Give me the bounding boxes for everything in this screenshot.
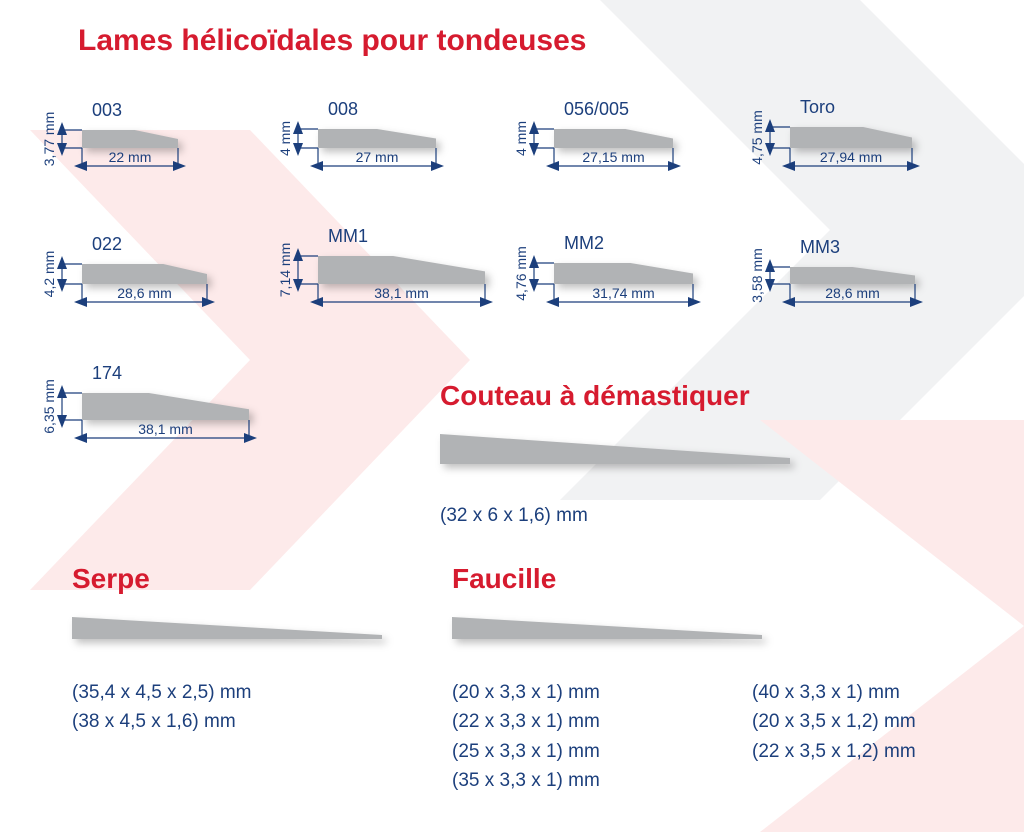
svg-text:MM2: MM2: [564, 233, 604, 253]
couteau-section: Couteau à démastiquer (32 x 6 x 1,6) mm: [440, 380, 1000, 530]
faucille-specs-left: (20 x 3,3 x 1) mm(22 x 3,3 x 1) mm(25 x …: [452, 678, 712, 796]
svg-text:022: 022: [92, 234, 122, 254]
svg-text:056/005: 056/005: [564, 99, 629, 119]
couteau-wedge: [440, 426, 820, 486]
svg-text:27,15 mm: 27,15 mm: [582, 149, 644, 165]
svg-text:003: 003: [92, 100, 122, 120]
svg-text:4,76 mm: 4,76 mm: [513, 246, 529, 300]
faucille-title: Faucille: [452, 563, 1012, 595]
faucille-section: Faucille (20 x 3,3 x 1) mm(22 x 3,3 x 1)…: [452, 563, 1012, 796]
profile-Toro: 4,75 mm 27,94 mm Toro: [748, 86, 958, 196]
serpe-section: Serpe (35,4 x 4,5 x 2,5) mm(38 x 4,5 x 1…: [72, 563, 432, 796]
svg-text:174: 174: [92, 363, 122, 383]
svg-text:6,35 mm: 6,35 mm: [41, 379, 57, 433]
svg-text:Toro: Toro: [800, 97, 835, 117]
couteau-spec: (32 x 6 x 1,6) mm: [440, 501, 1000, 530]
profile-174: 6,35 mm 38,1 mm 174: [40, 358, 250, 468]
profile-008: 4 mm 27 mm 008: [276, 86, 486, 196]
couteau-title: Couteau à démastiquer: [440, 380, 1000, 412]
faucille-wedge: [452, 609, 792, 659]
svg-text:27 mm: 27 mm: [356, 149, 399, 165]
svg-text:3,77 mm: 3,77 mm: [41, 112, 57, 166]
svg-text:7,14 mm: 7,14 mm: [277, 243, 293, 297]
profile-MM1: 7,14 mm 38,1 mm MM1: [276, 222, 486, 332]
svg-text:22 mm: 22 mm: [109, 149, 152, 165]
svg-text:4 mm: 4 mm: [277, 121, 293, 156]
svg-text:28,6 mm: 28,6 mm: [825, 285, 879, 301]
svg-text:38,1 mm: 38,1 mm: [138, 421, 192, 437]
svg-text:28,6 mm: 28,6 mm: [117, 285, 171, 301]
svg-text:MM1: MM1: [328, 226, 368, 246]
serpe-title: Serpe: [72, 563, 432, 595]
profile-MM3: 3,58 mm 28,6 mm MM3: [748, 222, 958, 332]
page-title: Lames hélicoïdales pour tondeuses: [78, 24, 952, 58]
svg-text:4 mm: 4 mm: [513, 121, 529, 156]
svg-text:4,2 mm: 4,2 mm: [41, 251, 57, 298]
faucille-specs-right: (40 x 3,3 x 1) mm(20 x 3,5 x 1,2) mm(22 …: [752, 678, 1012, 796]
serpe-wedge: [72, 609, 412, 659]
profile-MM2: 4,76 mm 31,74 mm MM2: [512, 222, 722, 332]
profile-056/005: 4 mm 27,15 mm 056/005: [512, 86, 722, 196]
svg-text:3,58 mm: 3,58 mm: [749, 248, 765, 302]
svg-text:31,74 mm: 31,74 mm: [592, 285, 654, 301]
svg-text:008: 008: [328, 99, 358, 119]
profile-003: 3,77 mm 22 mm 003: [40, 86, 250, 196]
bottom-row: Serpe (35,4 x 4,5 x 2,5) mm(38 x 4,5 x 1…: [72, 555, 972, 796]
svg-text:4,75 mm: 4,75 mm: [749, 110, 765, 164]
svg-text:38,1 mm: 38,1 mm: [374, 285, 428, 301]
serpe-specs: (35,4 x 4,5 x 2,5) mm(38 x 4,5 x 1,6) mm: [72, 678, 432, 737]
svg-text:27,94 mm: 27,94 mm: [820, 149, 882, 165]
svg-text:MM3: MM3: [800, 237, 840, 257]
profile-022: 4,2 mm 28,6 mm 022: [40, 222, 250, 332]
